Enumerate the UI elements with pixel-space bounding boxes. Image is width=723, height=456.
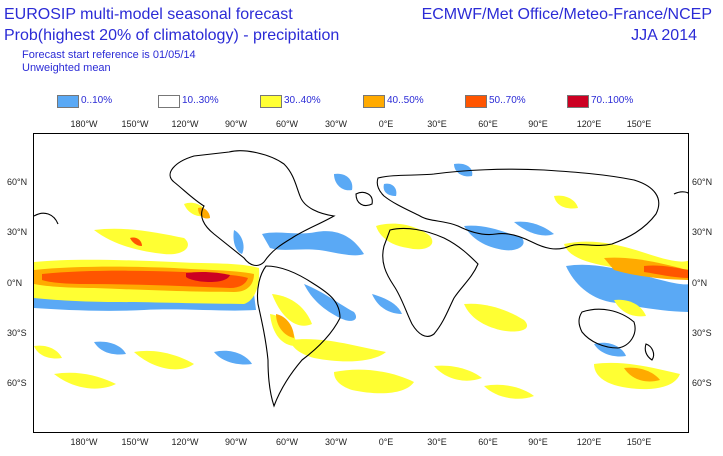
legend-swatch (567, 95, 589, 108)
probability-map (34, 150, 688, 408)
producing-centres: ECMWF/Met Office/Meteo-France/NCEP (421, 6, 712, 23)
lat-tick-label: 30°N (692, 227, 713, 237)
season-label: JJA 2014 (631, 27, 697, 44)
lon-tick-label: 120°E (576, 437, 602, 447)
legend-label: 10..30% (182, 95, 219, 106)
lon-tick-label: 150°W (121, 119, 149, 129)
lat-tick-label: 30°S (692, 328, 712, 338)
lon-tick-label: 90°W (224, 437, 248, 447)
lon-tick-label: 60°E (478, 437, 498, 447)
legend-swatch (363, 95, 385, 108)
legend-label: 40..50% (387, 95, 424, 106)
wet-30-40-areas (34, 195, 688, 399)
lon-tick-label: 30°W (324, 119, 348, 129)
lat-tick-label: 30°S (7, 328, 27, 338)
lat-tick-label: 0°N (7, 278, 23, 288)
legend-label: 30..40% (284, 95, 321, 106)
lon-tick-label: 60°W (275, 119, 299, 129)
lon-tick-label: 180°W (70, 437, 98, 447)
lat-tick-label: 60°N (692, 177, 713, 187)
lon-tick-label: 30°W (324, 437, 348, 447)
map-subtitle: Prob(highest 20% of climatology) - preci… (4, 27, 340, 44)
map-title: EUROSIP multi-model seasonal forecast (4, 6, 293, 23)
legend-swatch (158, 95, 180, 108)
lon-tick-label: 30°E (427, 437, 447, 447)
lon-tick-label: 0°E (378, 119, 394, 129)
lon-tick-label: 60°W (275, 437, 299, 447)
forecast-start-reference: Forecast start reference is 01/05/14 (22, 49, 196, 61)
lon-tick-label: 120°W (171, 119, 199, 129)
lat-tick-label: 60°S (692, 378, 712, 388)
lon-tick-label: 150°E (626, 119, 652, 129)
lat-tick-label: 30°N (7, 227, 28, 237)
lat-tick-label: 60°N (7, 177, 28, 187)
lon-tick-label: 120°E (576, 119, 602, 129)
mean-type-label: Unweighted mean (22, 62, 111, 74)
legend-label: 70..100% (591, 95, 634, 106)
legend-label: 50..70% (489, 95, 526, 106)
legend-swatch (260, 95, 282, 108)
lon-tick-label: 180°W (70, 119, 98, 129)
lon-tick-label: 30°E (427, 119, 447, 129)
lon-tick-label: 150°W (121, 437, 149, 447)
world-map (33, 133, 689, 433)
lon-tick-label: 90°E (528, 119, 548, 129)
lon-tick-label: 60°E (478, 119, 498, 129)
lon-tick-label: 0°E (378, 437, 394, 447)
lat-tick-label: 0°N (692, 278, 708, 288)
lon-tick-label: 150°E (626, 437, 652, 447)
lon-tick-label: 90°W (224, 119, 248, 129)
wet-70-100-areas (186, 271, 230, 282)
lon-tick-label: 90°E (528, 437, 548, 447)
dry-anomaly-areas (34, 163, 688, 365)
legend-swatch (465, 95, 487, 108)
legend-swatch (57, 95, 79, 108)
lat-tick-label: 60°S (7, 378, 27, 388)
lon-tick-label: 120°W (171, 437, 199, 447)
legend-label: 0..10% (81, 95, 113, 106)
coastlines (34, 150, 688, 408)
